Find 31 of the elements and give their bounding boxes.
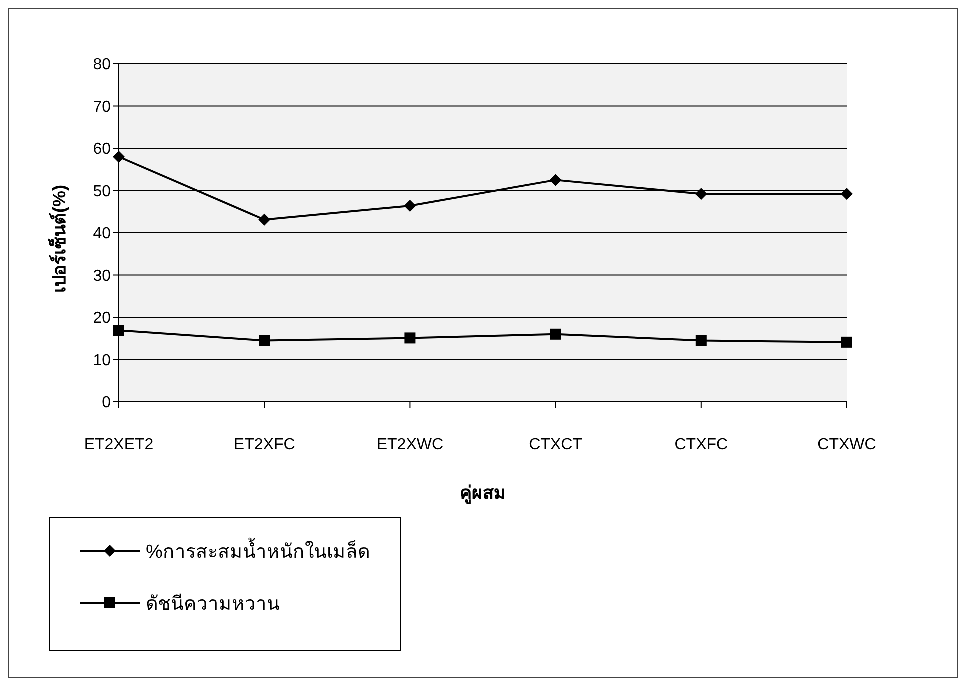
- y-tick-label: 50: [93, 183, 112, 200]
- y-tick-label: 0: [102, 394, 112, 412]
- point: [259, 335, 270, 346]
- point: [550, 328, 562, 340]
- x-tick-label: ET2XWC: [376, 436, 444, 454]
- legend-label: ดัชนีความหวาน: [146, 592, 280, 617]
- x-tick-label: CTXCT: [529, 436, 583, 454]
- y-tick-label: 30: [93, 268, 112, 285]
- x-axis-title: คู่ผสม: [460, 483, 506, 505]
- point: [842, 336, 852, 348]
- legend-label: %การสะสมน้ำหนักในเมล็ด: [146, 536, 370, 565]
- y-tick-label: 80: [93, 56, 112, 74]
- point: [114, 325, 124, 336]
- x-tick-label: ET2XET2: [84, 436, 154, 454]
- x-tick-label: ET2XFC: [234, 436, 296, 454]
- point: [404, 332, 416, 344]
- point: [696, 335, 707, 346]
- point: [841, 188, 853, 200]
- point: [113, 150, 125, 163]
- x-tick-label: CTXWC: [818, 436, 876, 454]
- point: [258, 214, 271, 226]
- x-tick-label: CTXFC: [674, 436, 728, 454]
- y-axis-title: เปอร์เซ็นต์(%): [47, 185, 70, 293]
- point: [550, 174, 562, 186]
- y-tick-label: 60: [93, 141, 112, 158]
- point: [404, 200, 416, 212]
- y-tick-label: 70: [93, 98, 112, 116]
- y-tick-label: 10: [93, 352, 112, 370]
- y-tick-label: 20: [93, 310, 112, 328]
- point: [695, 188, 708, 200]
- y-tick-label: 40: [93, 226, 112, 243]
